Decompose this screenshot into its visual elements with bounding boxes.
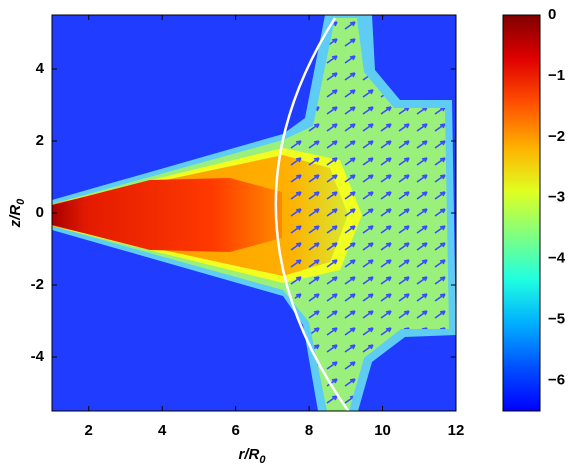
y-tick-label: -2 <box>31 276 44 293</box>
colorbar-tick-label: −4 <box>548 250 566 267</box>
x-tick-label: 2 <box>85 422 93 439</box>
x-tick-label: 8 <box>305 422 313 439</box>
colorbar-tick-label: −5 <box>548 311 565 328</box>
colorbar-tick-label: −2 <box>548 128 565 145</box>
x-tick-label: 6 <box>231 422 239 439</box>
velocity-arrows <box>290 18 449 411</box>
colorbar-tick-label: −1 <box>548 67 565 84</box>
colorbar-tick-label: −3 <box>548 189 565 206</box>
field <box>52 15 456 411</box>
boundary-curve <box>274 17 350 411</box>
y-tick-label: 4 <box>36 60 45 77</box>
y-tick-label: 2 <box>36 132 44 149</box>
red-core <box>52 178 282 252</box>
y-tick-label: 0 <box>36 204 44 221</box>
x-tick-label: 12 <box>448 422 465 439</box>
axes: 2 4 6 8 10 12 -4 -2 0 2 4 −6 −5 −4 −3 −2 −1 0 <box>31 6 566 439</box>
x-tick-label: 4 <box>158 422 167 439</box>
y-axis-label: z/R0 <box>7 198 27 229</box>
x-label-sub: 0 <box>259 454 266 466</box>
colorbar <box>502 14 541 412</box>
colorbar-tick-label: 0 <box>548 6 556 23</box>
y-tick-label: -4 <box>31 348 45 365</box>
colorbar-tick-label: −6 <box>548 372 565 389</box>
x-label-main: r/R <box>239 446 260 463</box>
y-label-sub: 0 <box>15 198 27 205</box>
y-label-main: z/R <box>7 205 24 229</box>
x-axis-label: r/R0 <box>239 446 267 466</box>
x-tick-label: 10 <box>374 422 391 439</box>
